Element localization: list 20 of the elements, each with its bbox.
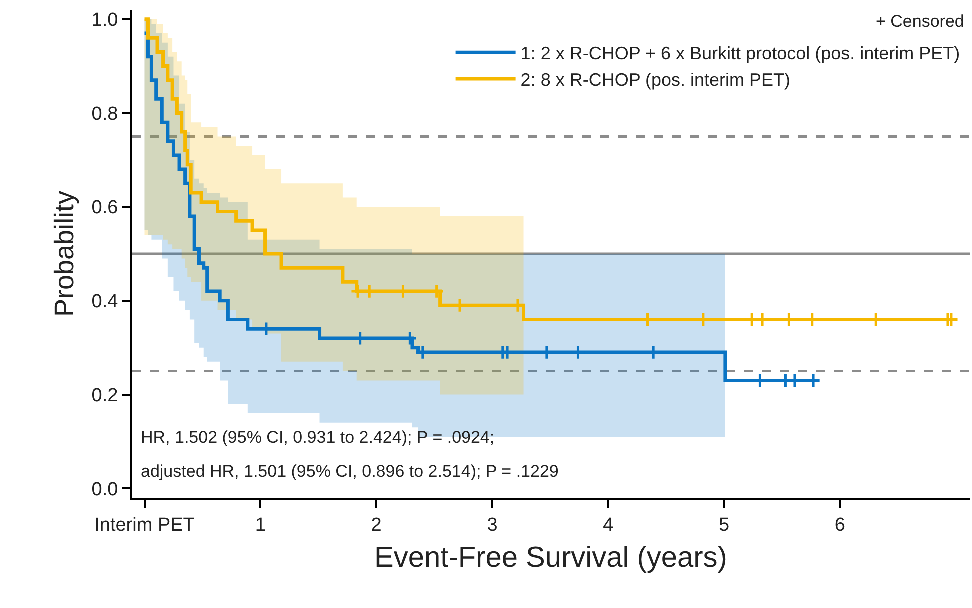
x-tick-label: 6 [834, 514, 846, 536]
x-tick-label: 4 [603, 514, 614, 536]
x-tick-label: 1 [255, 514, 266, 536]
y-tick-label: 0.6 [92, 198, 118, 219]
y-axis-title: Probability [49, 190, 80, 318]
x-tick-label: 2 [371, 514, 382, 536]
annotation: + Censored [876, 12, 964, 31]
annotation: HR, 1.502 (95% CI, 0.931 to 2.424); P = .0924; [141, 428, 495, 447]
y-tick-label: 0.4 [92, 292, 119, 313]
y-tick-label: 0.0 [92, 479, 118, 500]
legend-label: 2: 8 x R-CHOP (pos. interim PET) [520, 70, 791, 90]
y-tick-label: 0.2 [92, 385, 118, 406]
annotation: adjusted HR, 1.501 (95% CI, 0.896 to 2.514); P = .1229 [141, 462, 559, 481]
x-tick-label: 3 [487, 514, 498, 536]
y-tick-label: 0.8 [92, 104, 118, 125]
x-tick-label: 5 [718, 514, 730, 536]
legend-label: 1: 2 x R-CHOP + 6 x Burkitt protocol (pos. interim PET) [520, 44, 960, 64]
y-tick-label: 1.0 [92, 10, 118, 32]
x-tick-label: Interim PET [94, 514, 196, 536]
x-axis-title: Event-Free Survival (years) [374, 542, 728, 574]
